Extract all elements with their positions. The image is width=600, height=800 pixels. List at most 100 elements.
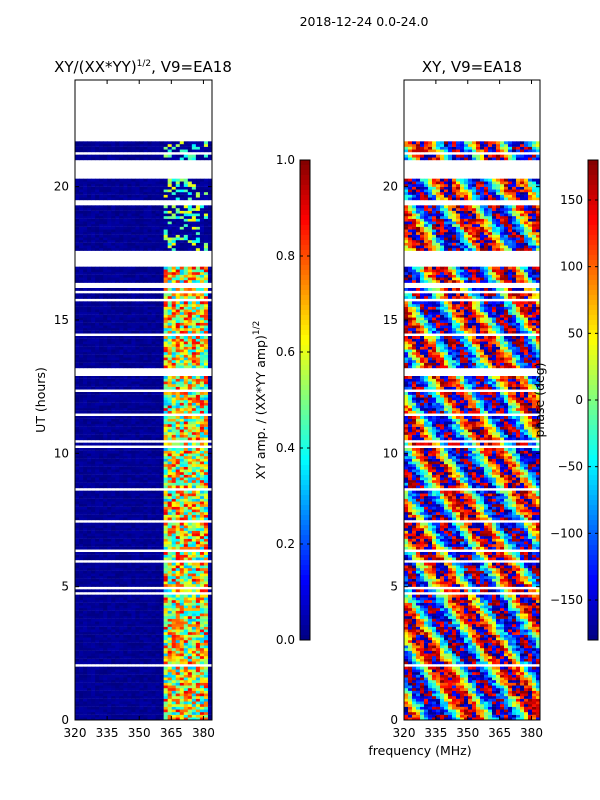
amplitude-heatmap-cell: [95, 650, 100, 654]
amplitude-heatmap-cell: [167, 640, 173, 643]
amplitude-heatmap-cell: [159, 565, 165, 569]
amplitude-heatmap-cell: [167, 442, 173, 446]
amplitude-heatmap-cell: [203, 698, 209, 702]
amplitude-heatmap-cell: [207, 696, 213, 699]
amplitude-heatmap-cell: [199, 533, 205, 537]
amplitude-heatmap-cell: [187, 437, 193, 441]
amplitude-heatmap-cell: [87, 525, 92, 529]
amplitude-heatmap-cell: [171, 589, 177, 593]
amplitude-heatmap-cell: [159, 658, 165, 662]
amplitude-heatmap-cell: [99, 384, 104, 387]
amplitude-heatmap-cell: [123, 610, 128, 614]
amplitude-heatmap-cell: [111, 496, 116, 499]
amplitude-heatmap-cell: [127, 717, 132, 721]
amplitude-heatmap-cell: [171, 552, 177, 555]
amplitude-heatmap-cell: [191, 613, 197, 617]
amplitude-heatmap-cell: [167, 709, 173, 713]
amplitude-heatmap-cell: [147, 434, 152, 438]
amplitude-heatmap-cell: [83, 362, 88, 366]
amplitude-heatmap-cell: [175, 514, 181, 518]
amplitude-heatmap-cell: [179, 306, 185, 310]
amplitude-heatmap-cell: [135, 421, 140, 425]
amplitude-heatmap-cell: [179, 304, 185, 307]
amplitude-heatmap-cell: [131, 653, 136, 657]
amplitude-heatmap-cell: [163, 501, 169, 505]
amplitude-heatmap-cell: [79, 328, 84, 331]
amplitude-heatmap-cell: [187, 464, 193, 467]
amplitude-heatmap-cell: [83, 360, 88, 363]
amplitude-heatmap-cell: [159, 360, 165, 363]
amplitude-heatmap-cell: [143, 466, 148, 470]
amplitude-heatmap-cell: [131, 600, 136, 603]
amplitude-heatmap-cell: [155, 658, 161, 662]
amplitude-heatmap-cell: [123, 312, 128, 315]
amplitude-heatmap-cell: [143, 469, 148, 473]
amplitude-heatmap-cell: [151, 608, 156, 611]
amplitude-heatmap-cell: [151, 576, 156, 579]
amplitude-heatmap-cell: [167, 568, 173, 571]
amplitude-heatmap-cell: [83, 650, 88, 654]
amplitude-heatmap-cell: [167, 624, 173, 627]
amplitude-heatmap-cell: [75, 690, 80, 694]
amplitude-heatmap-cell: [207, 402, 213, 406]
amplitude-heatmap-cell: [75, 504, 80, 507]
amplitude-heatmap-cell: [147, 354, 152, 358]
amplitude-heatmap-cell: [143, 530, 148, 534]
amplitude-heatmap-cell: [203, 394, 209, 398]
amplitude-heatmap-cell: [91, 621, 96, 625]
amplitude-heatmap-cell: [175, 501, 181, 505]
amplitude-heatmap-cell: [183, 650, 189, 654]
amplitude-heatmap-cell: [143, 528, 148, 531]
amplitude-heatmap-cell: [155, 365, 161, 369]
amplitude-heatmap-cell: [171, 538, 177, 542]
amplitude-heatmap-cell: [99, 477, 104, 481]
amplitude-heatmap-cell: [131, 493, 136, 497]
amplitude-heatmap-cell: [155, 698, 161, 702]
amplitude-heatmap-cell: [163, 381, 169, 385]
amplitude-heatmap-cell: [115, 696, 120, 699]
amplitude-heatmap-cell: [143, 474, 148, 478]
amplitude-heatmap-cell: [135, 434, 140, 438]
amplitude-heatmap-cell: [119, 338, 124, 342]
amplitude-heatmap-cell: [171, 306, 177, 310]
amplitude-heatmap-cell: [123, 453, 128, 457]
amplitude-heatmap-cell: [187, 296, 193, 299]
amplitude-heatmap-cell: [167, 474, 173, 478]
amplitude-heatmap-cell: [95, 541, 100, 545]
amplitude-heatmap-cell: [199, 642, 205, 646]
amplitude-heatmap-cell: [191, 362, 197, 366]
amplitude-heatmap-cell: [175, 421, 181, 425]
amplitude-heatmap-cell: [103, 714, 108, 718]
amplitude-heatmap-cell: [87, 456, 92, 459]
amplitude-heatmap-cell: [123, 378, 128, 382]
amplitude-heatmap-cell: [195, 538, 201, 542]
amplitude-heatmap-cell: [159, 426, 165, 430]
amplitude-heatmap-cell: [171, 365, 177, 369]
amplitude-heatmap-cell: [155, 554, 161, 558]
amplitude-heatmap-cell: [131, 581, 136, 585]
amplitude-heatmap-cell: [195, 384, 201, 387]
amplitude-heatmap-cell: [75, 658, 80, 662]
amplitude-heatmap-cell: [195, 624, 201, 627]
amplitude-heatmap-cell: [167, 528, 173, 531]
amplitude-heatmap-cell: [147, 682, 152, 686]
amplitude-heatmap-cell: [179, 424, 185, 427]
amplitude-heatmap-cell: [143, 346, 148, 350]
amplitude-heatmap-cell: [131, 397, 136, 401]
amplitude-heatmap-cell: [159, 557, 165, 561]
amplitude-heatmap-cell: [87, 482, 92, 486]
amplitude-heatmap-cell: [167, 645, 173, 649]
amplitude-heatmap-cell: [207, 448, 213, 451]
amplitude-heatmap-cell: [95, 672, 100, 675]
amplitude-heatmap-cell: [179, 293, 185, 297]
amplitude-heatmap-cell: [119, 477, 124, 481]
amplitude-heatmap-cell: [159, 637, 165, 641]
amplitude-heatmap-cell: [135, 432, 140, 435]
amplitude-heatmap-cell: [115, 397, 120, 401]
amplitude-heatmap-cell: [87, 680, 92, 683]
amplitude-heatmap-cell: [107, 576, 112, 579]
amplitude-heatmap-cell: [199, 672, 205, 675]
amplitude-heatmap-cell: [75, 477, 80, 481]
amplitude-heatmap-cell: [151, 386, 156, 390]
amplitude-heatmap-cell: [199, 626, 205, 630]
